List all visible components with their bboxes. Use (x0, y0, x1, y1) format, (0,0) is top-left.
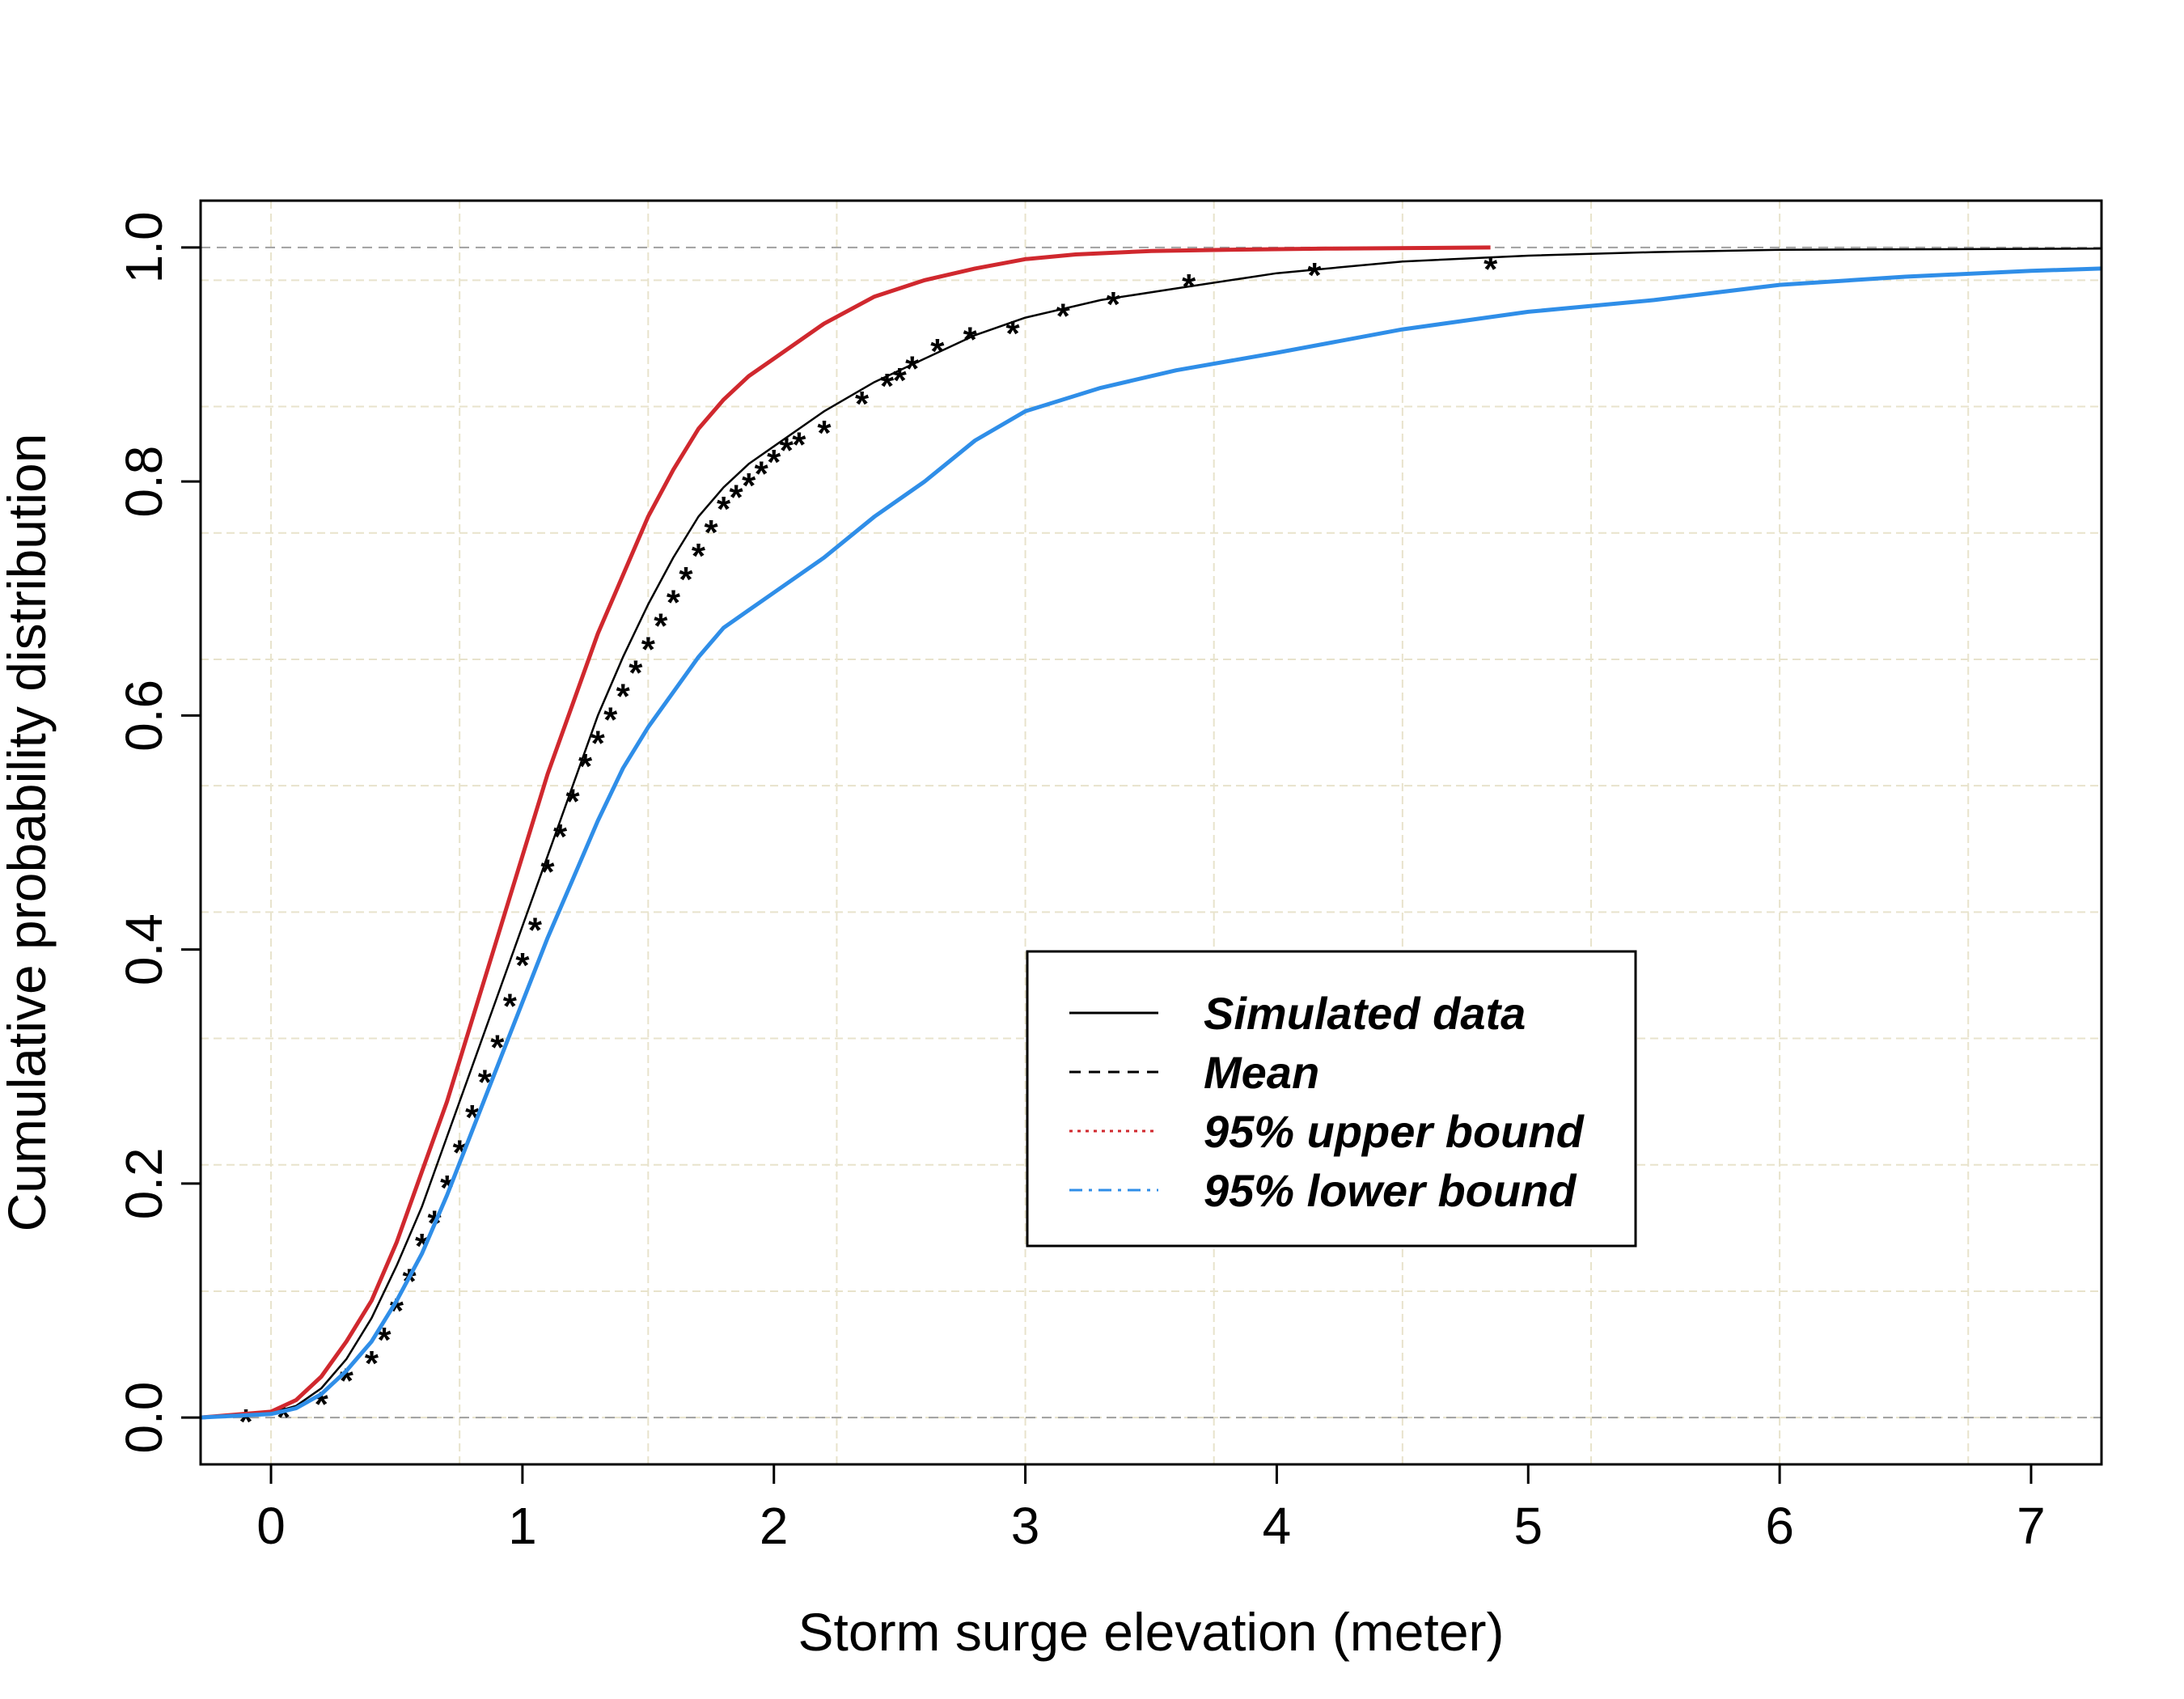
mean-point: * (465, 1098, 480, 1138)
mean-point: * (239, 1402, 253, 1442)
mean-point: * (679, 560, 693, 600)
y-tick-label: 0.8 (115, 446, 173, 518)
mean-point: * (767, 443, 781, 482)
mean-point: * (365, 1344, 379, 1383)
x-tick-label: 3 (1011, 1497, 1040, 1555)
legend-label: 95% upper bound (1204, 1106, 1585, 1157)
mean-point: * (755, 455, 769, 494)
mean-point: * (792, 425, 806, 464)
axes: 0 1 2 3 4 5 6 7 0.0 0.2 0.4 0.6 0.8 1.0 (115, 211, 2046, 1555)
mean-point: * (704, 513, 718, 553)
mean-point: * (503, 987, 518, 1027)
grid (201, 201, 2101, 1464)
mean-point: * (1182, 267, 1196, 307)
legend: Simulated data Mean 95% upper bound 95% low… (1026, 950, 1637, 1248)
legend-label: Mean (1204, 1047, 1319, 1098)
mean-point: * (641, 630, 656, 670)
y-tick-label: 0.2 (115, 1147, 173, 1219)
mean-point: * (717, 489, 731, 529)
mean-point: * (578, 747, 593, 786)
mean-point: * (1005, 314, 1020, 354)
mean-point: * (591, 723, 606, 763)
x-tick-label: 6 (1765, 1497, 1794, 1555)
mean-point: * (629, 654, 643, 693)
y-tick-label: 0.0 (115, 1382, 173, 1454)
data-series: * * ** *********************************** *… (200, 245, 2102, 1442)
y-tick-label: 1.0 (115, 211, 173, 283)
y-tick-label: 0.4 (115, 913, 173, 985)
y-axis-title: Cumulative probability distribution (0, 434, 57, 1232)
y-tick-label: 0.6 (115, 680, 173, 752)
mean-point: * (817, 413, 832, 453)
mean-point: * (667, 583, 681, 623)
mean-point: * (730, 478, 744, 518)
x-tick-label: 2 (760, 1497, 789, 1555)
x-tick-label: 5 (1513, 1497, 1543, 1555)
mean-point: * (565, 782, 580, 822)
mean-point: * (390, 1291, 404, 1331)
reference-lines (201, 246, 2101, 1419)
mean-point: * (616, 676, 631, 716)
mean-point: * (930, 332, 945, 371)
mean-point: * (540, 852, 555, 892)
legend-label: 95% lower bound (1204, 1165, 1577, 1216)
mean-point: * (553, 817, 568, 857)
mean-point: * (780, 431, 794, 471)
series-line-simulated-data (200, 248, 2102, 1419)
x-tick-label: 4 (1263, 1497, 1292, 1555)
mean-point: * (1056, 296, 1071, 336)
x-axis-title: Storm surge elevation (meter) (798, 1602, 1505, 1662)
mean-point: * (1307, 256, 1322, 295)
mean-point: * (880, 366, 895, 406)
mean-point: * (603, 700, 618, 739)
plot-frame (199, 199, 2103, 1466)
series-line-95-upper-bound (200, 245, 1491, 1420)
series-line-95-lower-bound (200, 266, 2102, 1420)
mean-point: * (893, 361, 908, 400)
mean-point: * (905, 349, 920, 388)
mean-point: * (1107, 285, 1121, 324)
mean-point: * (654, 607, 668, 646)
mean-point: * (453, 1133, 468, 1173)
x-tick-label: 0 (256, 1497, 286, 1555)
mean-point: * (1484, 250, 1498, 290)
mean-point: * (855, 384, 870, 424)
mean-point: * (963, 320, 978, 359)
legend-label: Simulated data (1204, 988, 1526, 1039)
legend-box (1026, 950, 1637, 1248)
mean-point: * (742, 466, 756, 506)
x-tick-label: 7 (2017, 1497, 2046, 1555)
mean-point: * (692, 536, 706, 576)
mean-point: * (528, 911, 543, 951)
mean-point: * (515, 946, 530, 985)
x-tick-label: 1 (508, 1497, 537, 1555)
